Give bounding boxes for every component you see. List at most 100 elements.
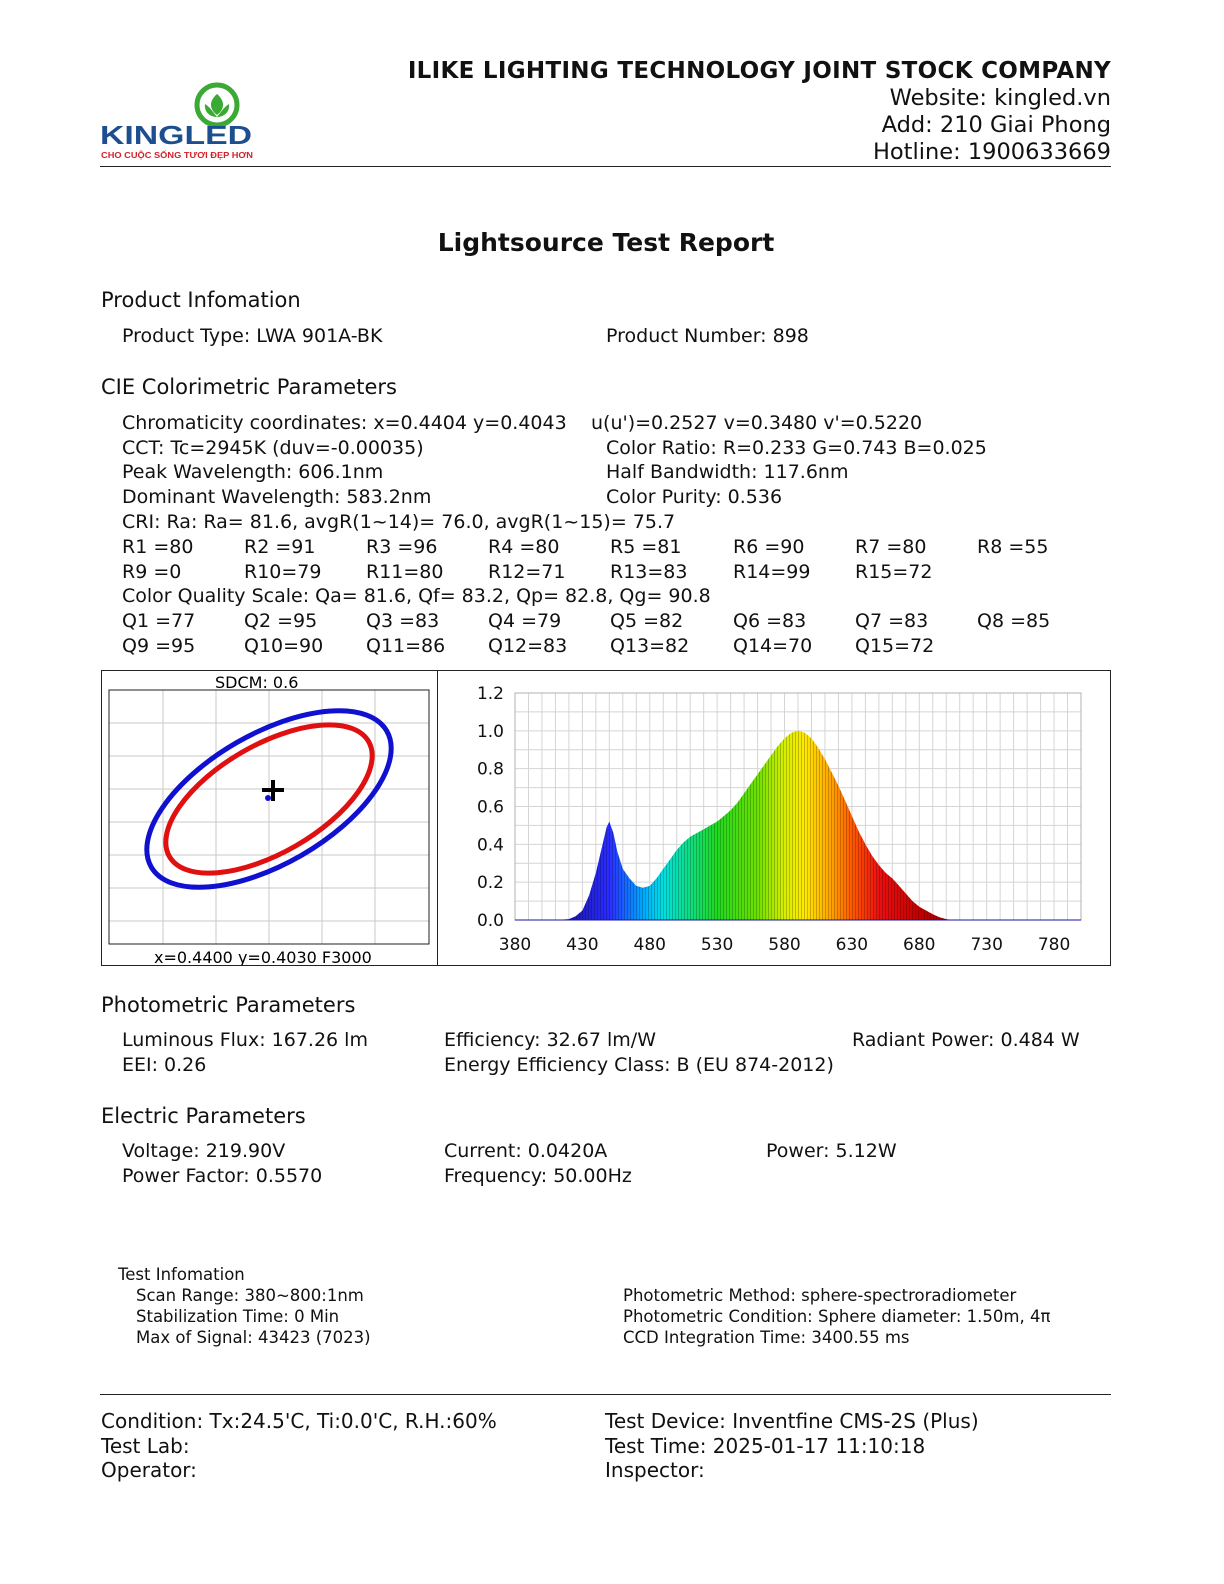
sdcm-ellipse-inner bbox=[163, 722, 375, 876]
r-value: R13=83 bbox=[610, 561, 688, 583]
photometric-condition: Photometric Condition: Sphere diameter: … bbox=[623, 1307, 1051, 1326]
section-cie: CIE Colorimetric Parameters bbox=[101, 375, 397, 399]
q-value: Q14=70 bbox=[733, 635, 813, 657]
section-electric: Electric Parameters bbox=[101, 1104, 306, 1128]
section-product: Product Infomation bbox=[101, 288, 301, 312]
spectrum-area-group bbox=[515, 730, 1081, 921]
test-device: Test Device: Inventfine CMS-2S (Plus) bbox=[605, 1409, 979, 1433]
q-value: Q3 =83 bbox=[366, 610, 440, 632]
kingled-logo: KINGLED CHO CUỘC SỐNG TƯƠI ĐẸP HƠN bbox=[100, 82, 253, 160]
spectrum-x-tick-label: 780 bbox=[1038, 935, 1070, 955]
sdcm-panel: SDCM: 0.6 x=0.4400 y=0.4030 F3000 bbox=[108, 673, 430, 965]
spectrum-x-tick-label: 730 bbox=[970, 935, 1002, 955]
r-value: R10=79 bbox=[244, 561, 322, 583]
q-value: Q11=86 bbox=[366, 635, 446, 657]
voltage: Voltage: 219.90V bbox=[122, 1140, 286, 1162]
power: Power: 5.12W bbox=[766, 1140, 897, 1162]
cct: CCT: Tc=2945K (duv=-0.00035) bbox=[122, 437, 424, 459]
r-value: R2 =91 bbox=[244, 536, 316, 558]
section-test-info: Test Infomation bbox=[118, 1265, 245, 1284]
sdcm-measured-point bbox=[265, 795, 271, 801]
footer-rule bbox=[100, 1394, 1111, 1395]
spectrum-x-tick-label: 630 bbox=[836, 935, 868, 955]
ccd-integration-time: CCD Integration Time: 3400.55 ms bbox=[623, 1328, 910, 1347]
uv-coords: u(u')=0.2527 v=0.3480 v'=0.5220 bbox=[591, 412, 923, 434]
sdcm-center-cross bbox=[262, 780, 284, 801]
spectrum-x-tick-label: 430 bbox=[566, 935, 598, 955]
spectrum-y-tick-label: 0.0 bbox=[477, 911, 504, 931]
company-block: ILIKE LIGHTING TECHNOLOGY JOINT STOCK CO… bbox=[408, 58, 1111, 166]
spectrum-chart: 0.0 0.2 0.4 0.6 0.8 1.0 1.2 380 430 480 530 580 630… bbox=[477, 684, 1082, 955]
q-value: Q8 =85 bbox=[977, 610, 1051, 632]
q-value: Q12=83 bbox=[488, 635, 568, 657]
q-value: Q10=90 bbox=[244, 635, 324, 657]
dominant-wavelength: Dominant Wavelength: 583.2nm bbox=[122, 486, 432, 508]
spectrum-y-tick-label: 0.6 bbox=[477, 798, 504, 818]
company-website: Website: kingled.vn bbox=[889, 85, 1111, 111]
test-time: Test Time: 2025-01-17 11:10:18 bbox=[605, 1434, 926, 1458]
q-value: Q4 =79 bbox=[488, 610, 562, 632]
company-address: Add: 210 Giai Phong bbox=[881, 112, 1111, 138]
q-value: Q1 =77 bbox=[122, 610, 196, 632]
sdcm-footer: x=0.4400 y=0.4030 F3000 bbox=[154, 948, 372, 965]
half-bandwidth: Half Bandwidth: 117.6nm bbox=[606, 461, 849, 483]
cqs: Color Quality Scale: Qa= 81.6, Qf= 83.2,… bbox=[122, 585, 711, 607]
r-value: R8 =55 bbox=[977, 536, 1049, 558]
luminous-flux: Luminous Flux: 167.26 lm bbox=[122, 1029, 368, 1051]
r-value: R14=99 bbox=[733, 561, 811, 583]
logo-brand: KINGLED bbox=[100, 120, 252, 150]
q-value: Q7 =83 bbox=[855, 610, 929, 632]
r-value: R3 =96 bbox=[366, 536, 438, 558]
spectrum-x-tick-label: 380 bbox=[499, 935, 531, 955]
q-value: Q2 =95 bbox=[244, 610, 318, 632]
spectrum-y-tick-label: 0.4 bbox=[477, 835, 504, 855]
spectrum-x-tick-label: 580 bbox=[768, 935, 800, 955]
photometric-method: Photometric Method: sphere-spectroradiom… bbox=[623, 1286, 1017, 1305]
radiant-power: Radiant Power: 0.484 W bbox=[852, 1029, 1080, 1051]
q-value: Q13=82 bbox=[610, 635, 690, 657]
power-factor: Power Factor: 0.5570 bbox=[122, 1165, 323, 1187]
product-number: Product Number: 898 bbox=[606, 325, 809, 347]
q-value: Q6 =83 bbox=[733, 610, 807, 632]
energy-class: Energy Efficiency Class: B (EU 874-2012) bbox=[444, 1054, 834, 1076]
inspector: Inspector: bbox=[605, 1458, 705, 1482]
product-type: Product Type: LWA 901A-BK bbox=[122, 325, 383, 347]
report-title: Lightsource Test Report bbox=[437, 228, 775, 257]
r-value: R12=71 bbox=[488, 561, 566, 583]
r-value: R7 =80 bbox=[855, 536, 927, 558]
sdcm-grid bbox=[109, 690, 429, 944]
r-value: R6 =90 bbox=[733, 536, 805, 558]
r-value: R1 =80 bbox=[122, 536, 194, 558]
sdcm-ellipse-outer bbox=[144, 708, 394, 890]
frequency: Frequency: 50.00Hz bbox=[444, 1165, 632, 1187]
spectrum-x-tick-label: 680 bbox=[903, 935, 935, 955]
chromaticity: Chromaticity coordinates: x=0.4404 y=0.4… bbox=[122, 412, 567, 434]
q-value: Q15=72 bbox=[855, 635, 935, 657]
chart-divider bbox=[437, 670, 438, 966]
spectrum-y-tick-label: 1.2 bbox=[477, 684, 504, 704]
spectrum-y-tick-label: 0.8 bbox=[477, 760, 504, 780]
sdcm-plot-frame bbox=[108, 689, 430, 945]
spectrum-area-hatch bbox=[541, 730, 987, 920]
efficiency: Efficiency: 32.67 lm/W bbox=[444, 1029, 656, 1051]
current: Current: 0.0420A bbox=[444, 1140, 608, 1162]
r-value: R11=80 bbox=[366, 561, 444, 583]
company-name: ILIKE LIGHTING TECHNOLOGY JOINT STOCK CO… bbox=[407, 58, 1111, 84]
r-value: R15=72 bbox=[855, 561, 933, 583]
section-photometric: Photometric Parameters bbox=[101, 993, 356, 1017]
test-condition: Condition: Tx:24.5'C, Ti:0.0'C, R.H.:60% bbox=[101, 1409, 497, 1433]
stabilization-time: Stabilization Time: 0 Min bbox=[136, 1307, 340, 1326]
r-value: R9 =0 bbox=[122, 561, 182, 583]
spectrum-y-tick-label: 1.0 bbox=[477, 722, 504, 742]
test-lab: Test Lab: bbox=[101, 1434, 190, 1458]
spectrum-y-tick-label: 0.2 bbox=[477, 873, 504, 893]
scan-range: Scan Range: 380~800:1nm bbox=[136, 1286, 364, 1305]
cri: CRI: Ra: Ra= 81.6, avgR(1~14)= 76.0, avg… bbox=[122, 511, 676, 533]
r-value: R4 =80 bbox=[488, 536, 560, 558]
peak-wavelength: Peak Wavelength: 606.1nm bbox=[122, 461, 384, 483]
header-rule bbox=[100, 166, 1111, 167]
r-value: R5 =81 bbox=[610, 536, 682, 558]
logo-slogan: CHO CUỘC SỐNG TƯƠI ĐẸP HƠN bbox=[101, 149, 253, 160]
color-ratio: Color Ratio: R=0.233 G=0.743 B=0.025 bbox=[606, 437, 987, 459]
spectrum-x-tick-label: 530 bbox=[701, 935, 733, 955]
